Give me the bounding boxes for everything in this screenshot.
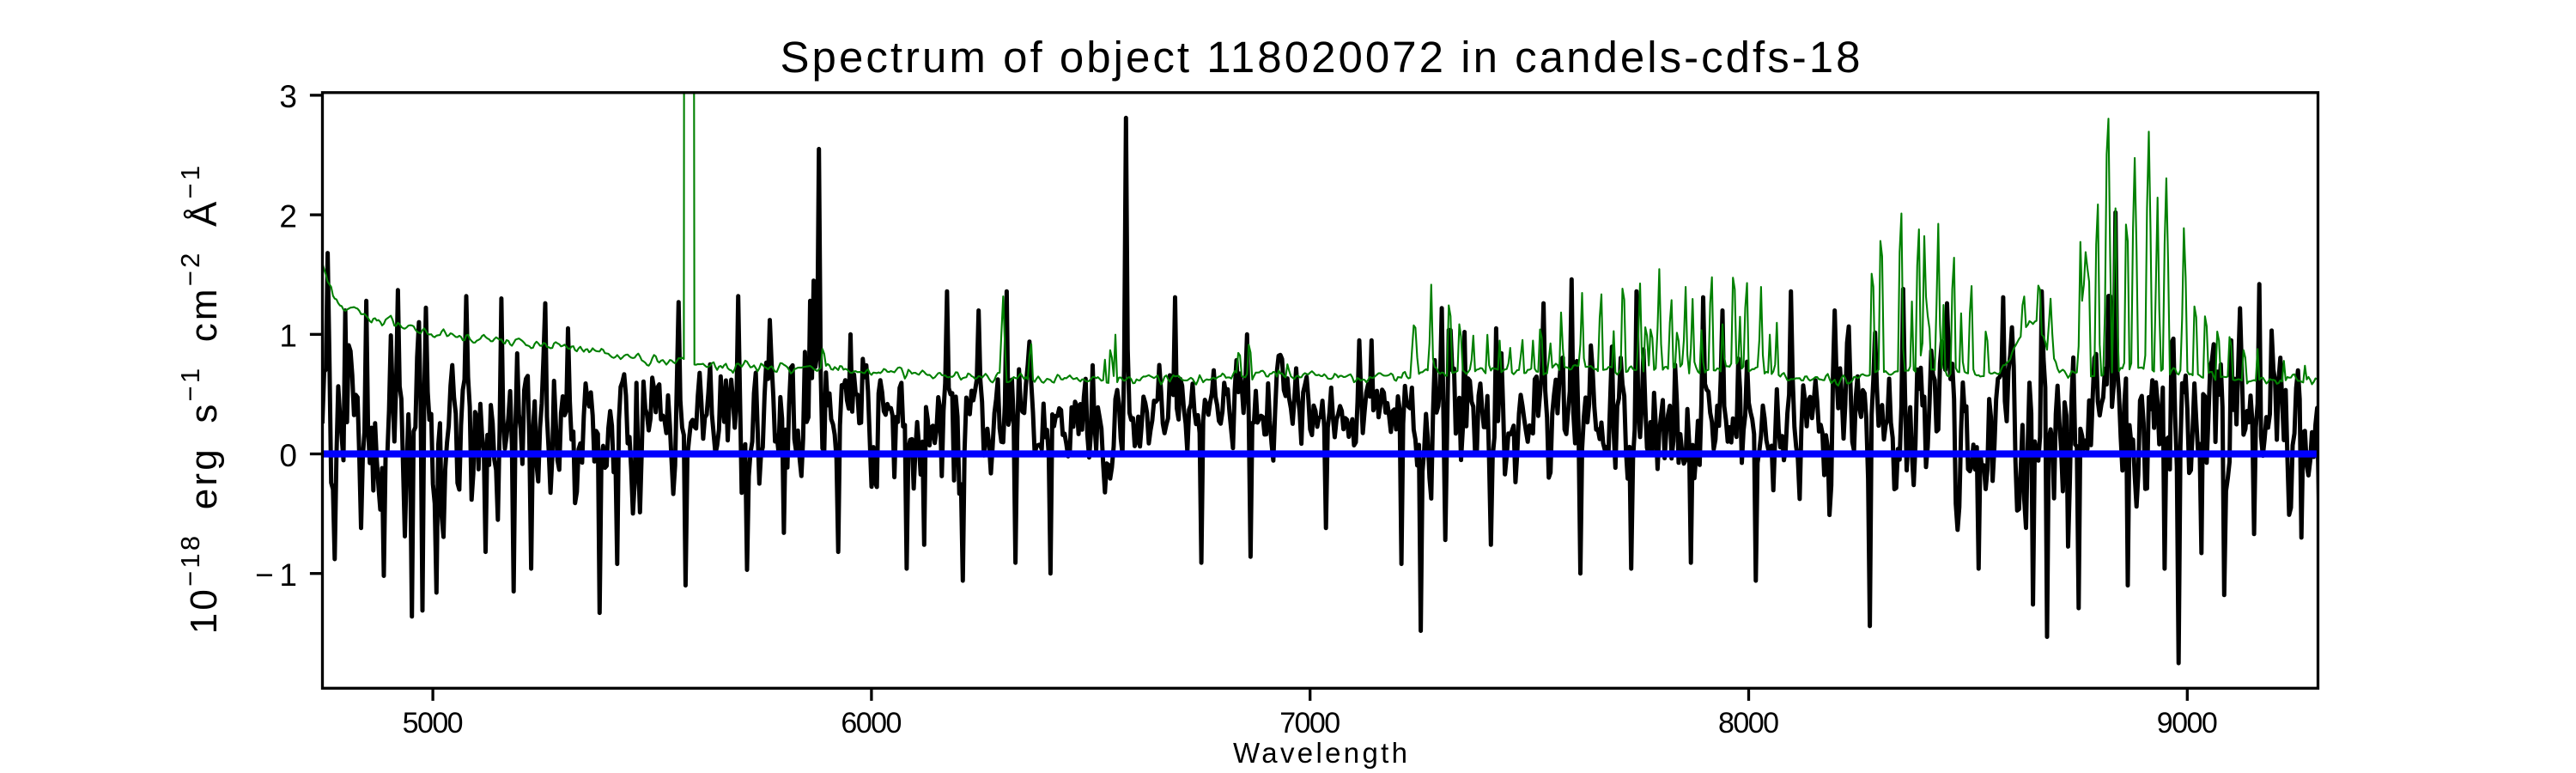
- svg-text:3: 3: [279, 79, 297, 114]
- svg-text:9000: 9000: [2157, 707, 2218, 740]
- svg-text:2: 2: [279, 198, 297, 234]
- svg-text:Spectrum of object 118020072 i: Spectrum of object 118020072 in candels-…: [781, 33, 1861, 82]
- svg-text:6000: 6000: [841, 707, 902, 740]
- svg-text:8000: 8000: [1718, 707, 1779, 740]
- svg-text:5000: 5000: [403, 707, 464, 740]
- svg-text:1: 1: [279, 319, 297, 354]
- svg-text:0: 0: [279, 438, 297, 473]
- svg-text:7000: 7000: [1279, 707, 1340, 740]
